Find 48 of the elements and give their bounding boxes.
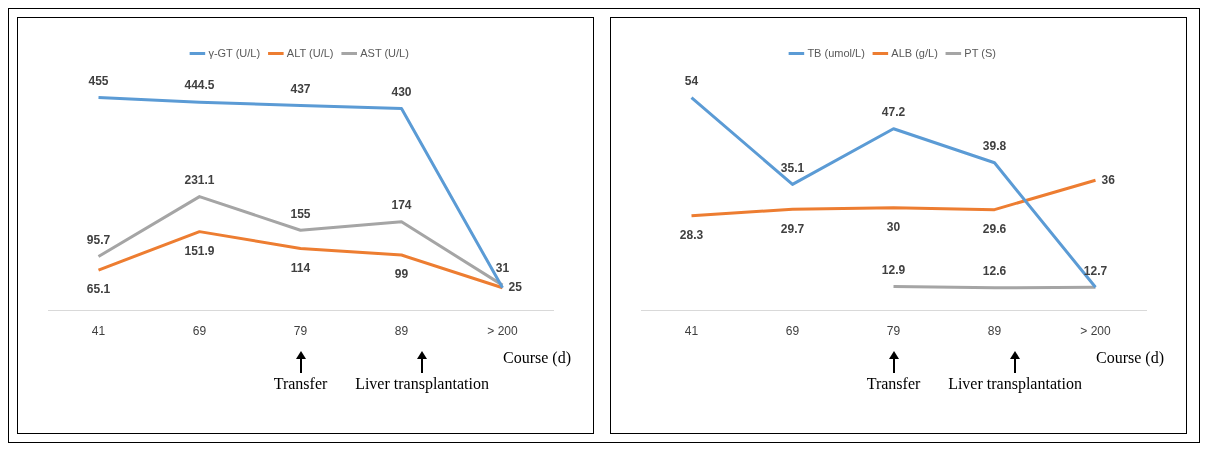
data-label: 35.1 bbox=[780, 160, 805, 175]
x-tick-label: > 200 bbox=[487, 324, 518, 339]
data-label: 31 bbox=[495, 261, 510, 276]
data-label: 114 bbox=[290, 260, 311, 275]
data-label: 65.1 bbox=[86, 282, 111, 297]
text: Liver transplantation bbox=[355, 374, 489, 393]
text: Liver transplantation bbox=[948, 374, 1082, 393]
data-label: 12.6 bbox=[982, 264, 1007, 279]
data-label: 12.9 bbox=[881, 262, 906, 277]
data-label: 430 bbox=[391, 84, 412, 99]
x-tick-label: 69 bbox=[192, 324, 207, 339]
x-tick-label: 69 bbox=[785, 324, 800, 339]
data-label: 444.5 bbox=[184, 78, 215, 93]
data-label: 28.3 bbox=[679, 227, 704, 242]
x-tick-label: > 200 bbox=[1080, 324, 1111, 339]
x-tick-label: 79 bbox=[886, 324, 901, 339]
data-label: 99 bbox=[394, 267, 409, 282]
legend-label: ALB (g/L) bbox=[891, 46, 938, 59]
x-tick-label: 41 bbox=[684, 324, 699, 339]
data-label: 30 bbox=[886, 220, 901, 235]
data-label: 437 bbox=[290, 81, 311, 96]
legend-label: ALT (U/L) bbox=[286, 46, 334, 59]
x-tick-label: 79 bbox=[293, 324, 308, 339]
data-label: 231.1 bbox=[184, 172, 215, 187]
legend-label: PT (S) bbox=[964, 46, 996, 59]
x-tick-label: 41 bbox=[91, 324, 106, 339]
legend-label: AST (U/L) bbox=[360, 46, 409, 59]
data-label: 12.7 bbox=[1083, 263, 1108, 278]
data-label: 39.8 bbox=[982, 139, 1007, 154]
data-label: 25 bbox=[508, 280, 523, 295]
data-label: 29.6 bbox=[982, 221, 1007, 236]
data-label: 174 bbox=[391, 198, 412, 213]
data-label: 47.2 bbox=[881, 105, 906, 120]
data-label: 54 bbox=[684, 73, 699, 88]
x-axis-title: Course (d) bbox=[1096, 348, 1164, 367]
data-label: 95.7 bbox=[86, 232, 111, 247]
legend-label: γ-GT (U/L) bbox=[208, 46, 261, 59]
x-axis-title: Course (d) bbox=[503, 348, 571, 367]
x-tick-label: 89 bbox=[394, 324, 409, 339]
data-label: 455 bbox=[88, 73, 109, 88]
legend-label: TB (umol/L) bbox=[807, 46, 865, 59]
text: Transfer bbox=[866, 374, 921, 392]
data-label: 36 bbox=[1101, 172, 1116, 187]
x-tick-label: 89 bbox=[987, 324, 1002, 339]
text: Transfer bbox=[273, 374, 328, 392]
data-label: 155 bbox=[290, 206, 311, 221]
data-label: 29.7 bbox=[780, 221, 805, 236]
data-label: 151.9 bbox=[184, 243, 215, 258]
